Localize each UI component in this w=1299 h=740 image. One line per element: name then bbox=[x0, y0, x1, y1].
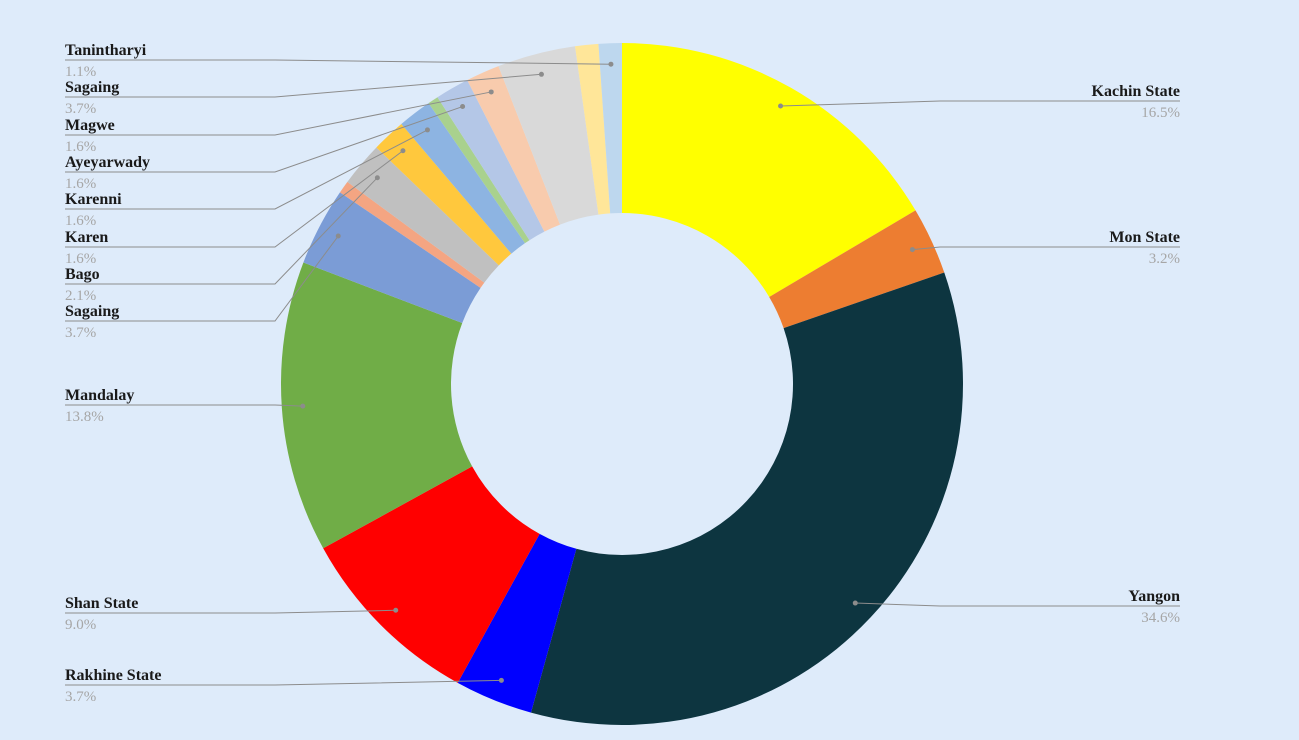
slice-label: Bago bbox=[65, 266, 100, 283]
leader-line bbox=[912, 246, 1180, 251]
slice-value: 3.2% bbox=[1149, 251, 1180, 267]
slice-label: Kachin State bbox=[1092, 83, 1180, 100]
leader-dot bbox=[335, 233, 341, 239]
slice-value: 3.7% bbox=[65, 325, 96, 341]
leader-line bbox=[65, 609, 396, 614]
leader-dot bbox=[400, 148, 406, 154]
slice-label: Karen bbox=[65, 229, 108, 246]
slice-label: Mandalay bbox=[65, 387, 134, 404]
leader-line bbox=[855, 602, 1180, 607]
leader-dot bbox=[460, 104, 466, 110]
donut-slice bbox=[498, 46, 599, 225]
donut-slice bbox=[303, 192, 481, 324]
slice-value: 1.1% bbox=[65, 64, 96, 80]
leader-dot bbox=[852, 600, 858, 606]
leader-line bbox=[65, 404, 303, 407]
leader-line bbox=[65, 679, 502, 686]
leader-line bbox=[65, 73, 542, 98]
leader-dot bbox=[393, 607, 399, 613]
slice-label: Magwe bbox=[65, 117, 115, 134]
donut-slice bbox=[769, 210, 945, 329]
leader-dot bbox=[488, 89, 494, 95]
leader-line bbox=[65, 106, 463, 173]
slice-value: 1.6% bbox=[65, 251, 96, 267]
donut-slice bbox=[437, 80, 545, 241]
donut-slice bbox=[575, 43, 611, 215]
leader-line bbox=[65, 235, 339, 322]
leader-line bbox=[65, 59, 611, 65]
slice-label: Rakhine State bbox=[65, 667, 161, 684]
slice-value: 3.7% bbox=[65, 689, 96, 705]
slice-value: 34.6% bbox=[1141, 610, 1180, 626]
donut-slice bbox=[323, 466, 540, 683]
leader-dot bbox=[498, 677, 504, 683]
slice-label: Ayeyarwady bbox=[65, 154, 150, 171]
slice-label: Sagaing bbox=[65, 303, 119, 320]
slice-value: 9.0% bbox=[65, 617, 96, 633]
leader-line bbox=[65, 150, 404, 248]
slice-value: 16.5% bbox=[1141, 105, 1180, 121]
slice-value: 2.1% bbox=[65, 288, 96, 304]
slice-label: Sagaing bbox=[65, 79, 119, 96]
donut-slice bbox=[347, 147, 499, 283]
slice-label: Shan State bbox=[65, 595, 138, 612]
leader-dot bbox=[608, 61, 614, 67]
slice-value: 13.8% bbox=[65, 409, 104, 425]
donut-slice bbox=[598, 43, 622, 214]
leader-line bbox=[65, 177, 378, 285]
slice-label: Tanintharyi bbox=[65, 42, 147, 59]
slice-value: 1.6% bbox=[65, 139, 96, 155]
leader-dot bbox=[424, 127, 430, 133]
leader-dot bbox=[538, 71, 544, 77]
slice-label: Mon State bbox=[1109, 229, 1180, 246]
slice-value: 3.7% bbox=[65, 101, 96, 117]
slice-value: 1.6% bbox=[65, 176, 96, 192]
leader-dot bbox=[374, 175, 380, 181]
leader-dot bbox=[778, 103, 784, 109]
leader-dot bbox=[909, 247, 915, 253]
donut-slice bbox=[428, 97, 530, 244]
slice-value: 1.6% bbox=[65, 213, 96, 229]
leader-line bbox=[780, 100, 1180, 107]
donut-slice bbox=[280, 262, 473, 549]
donut-slice bbox=[467, 66, 561, 232]
donut-slice bbox=[530, 272, 963, 725]
leader-line bbox=[65, 91, 492, 136]
donut-slice bbox=[457, 533, 577, 713]
slice-label: Karenni bbox=[65, 191, 122, 208]
donut-slice bbox=[622, 43, 916, 297]
leader-line bbox=[65, 129, 428, 210]
donut-slice bbox=[401, 103, 525, 254]
donut-slice bbox=[376, 124, 512, 266]
donut-slice bbox=[339, 181, 485, 288]
slice-label: Yangon bbox=[1128, 588, 1180, 605]
leader-dot bbox=[300, 403, 306, 409]
